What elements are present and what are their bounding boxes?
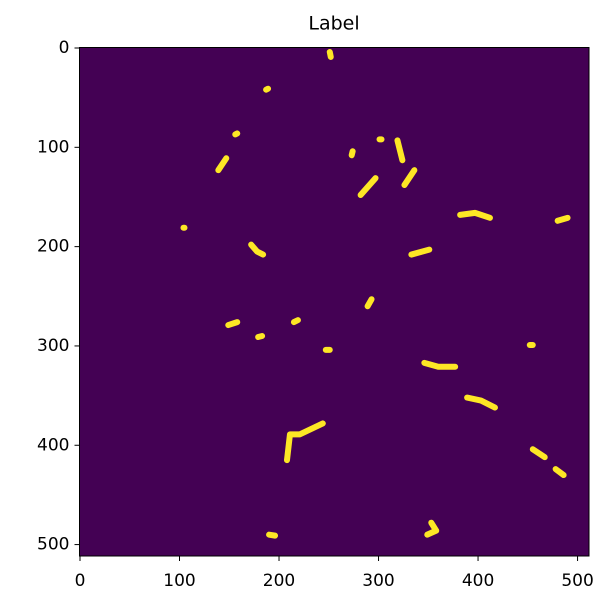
y-tick-label: 0: [59, 38, 70, 58]
x-tick-label: 200: [263, 571, 295, 591]
label-region: [258, 336, 262, 337]
label-region: [228, 322, 237, 325]
y-tick-label: 300: [37, 336, 69, 356]
label-region: [269, 535, 275, 536]
x-tick-label: 400: [462, 571, 494, 591]
label-region: [294, 320, 298, 322]
y-tick-label: 400: [37, 435, 69, 455]
x-tick-label: 300: [362, 571, 394, 591]
y-tick-label: 200: [37, 237, 69, 257]
chart: Label 0 100 200 300 400 500 0 100 200 300 400 500: [0, 0, 595, 600]
x-tick-label: 500: [561, 571, 593, 591]
label-region: [330, 52, 331, 57]
x-tick-label: 100: [163, 571, 195, 591]
label-region: [266, 89, 268, 90]
chart-title: Label: [308, 13, 359, 35]
label-region: [558, 218, 568, 221]
label-region: [352, 151, 353, 155]
x-tick-label: 0: [75, 571, 86, 591]
label-region: [368, 299, 372, 306]
image-background: [80, 48, 590, 557]
label-region: [235, 133, 237, 134]
y-tick-label: 500: [37, 535, 69, 555]
y-tick-label: 100: [37, 137, 69, 157]
